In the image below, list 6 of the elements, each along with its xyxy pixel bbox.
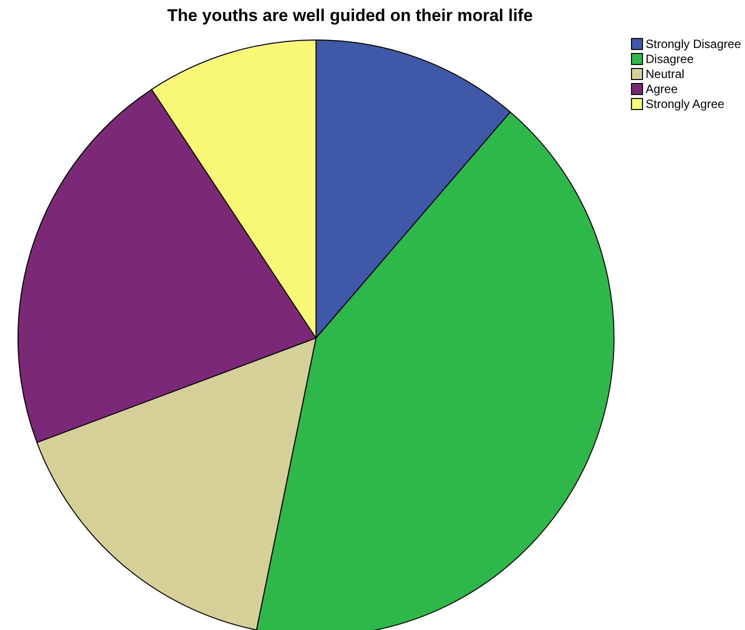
legend-label: Strongly Disagree xyxy=(646,36,741,50)
legend-label: Neutral xyxy=(646,66,684,80)
legend-label: Disagree xyxy=(646,52,694,66)
legend-label: Strongly Agree xyxy=(646,96,724,110)
legend-label: Agree xyxy=(646,82,678,96)
chart-title: The youths are well guided on their moral life xyxy=(166,6,534,26)
